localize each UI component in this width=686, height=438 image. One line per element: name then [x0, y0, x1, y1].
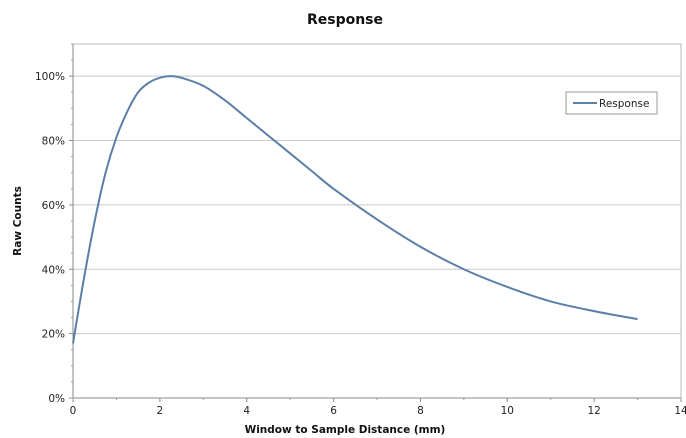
tick-labels: 0% 20% 40% 60% 80% 100% 0 2 4 6 8 10 12 14 — [35, 71, 686, 417]
x-tick-label: 6 — [330, 405, 337, 417]
x-tick-label: 4 — [243, 405, 250, 417]
y-tick-label: 60% — [42, 200, 65, 212]
y-tick-label: 80% — [42, 136, 65, 148]
x-tick-label: 2 — [157, 405, 164, 417]
axes — [69, 43, 682, 402]
x-tick-label: 14 — [674, 405, 686, 417]
legend-label-response: Response — [599, 98, 649, 110]
y-tick-label: 0% — [48, 393, 65, 405]
x-tick-label: 12 — [587, 405, 600, 417]
x-tick-label: 10 — [501, 405, 514, 417]
x-axis-title: Window to Sample Distance (mm) — [245, 424, 446, 436]
legend: Response — [565, 91, 658, 115]
y-tick-label: 40% — [42, 264, 65, 276]
series-line-response — [72, 75, 638, 344]
chart-title: Response — [307, 12, 383, 28]
y-tick-label: 20% — [42, 329, 65, 341]
y-axis-title: Raw Counts — [12, 186, 24, 256]
series-layer — [72, 75, 638, 344]
x-tick-label: 8 — [417, 405, 424, 417]
legend-box — [565, 91, 658, 115]
y-tick-label: 100% — [35, 71, 65, 83]
x-tick-label: 0 — [70, 405, 77, 417]
